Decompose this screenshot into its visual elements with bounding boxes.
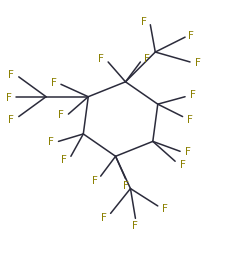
Text: F: F: [143, 54, 149, 64]
Text: F: F: [101, 212, 107, 222]
Text: F: F: [188, 30, 194, 40]
Text: F: F: [60, 154, 66, 164]
Text: F: F: [140, 17, 146, 27]
Text: F: F: [48, 137, 54, 147]
Text: F: F: [58, 110, 64, 120]
Text: F: F: [8, 70, 14, 80]
Text: F: F: [162, 204, 168, 214]
Text: F: F: [189, 90, 195, 100]
Text: F: F: [97, 54, 103, 64]
Text: F: F: [186, 115, 192, 124]
Text: F: F: [184, 147, 190, 157]
Text: F: F: [194, 58, 200, 68]
Text: F: F: [122, 180, 128, 190]
Text: F: F: [8, 115, 14, 124]
Text: F: F: [6, 92, 12, 102]
Text: F: F: [50, 77, 56, 87]
Text: F: F: [91, 175, 97, 185]
Text: F: F: [179, 159, 185, 169]
Text: F: F: [132, 220, 138, 230]
